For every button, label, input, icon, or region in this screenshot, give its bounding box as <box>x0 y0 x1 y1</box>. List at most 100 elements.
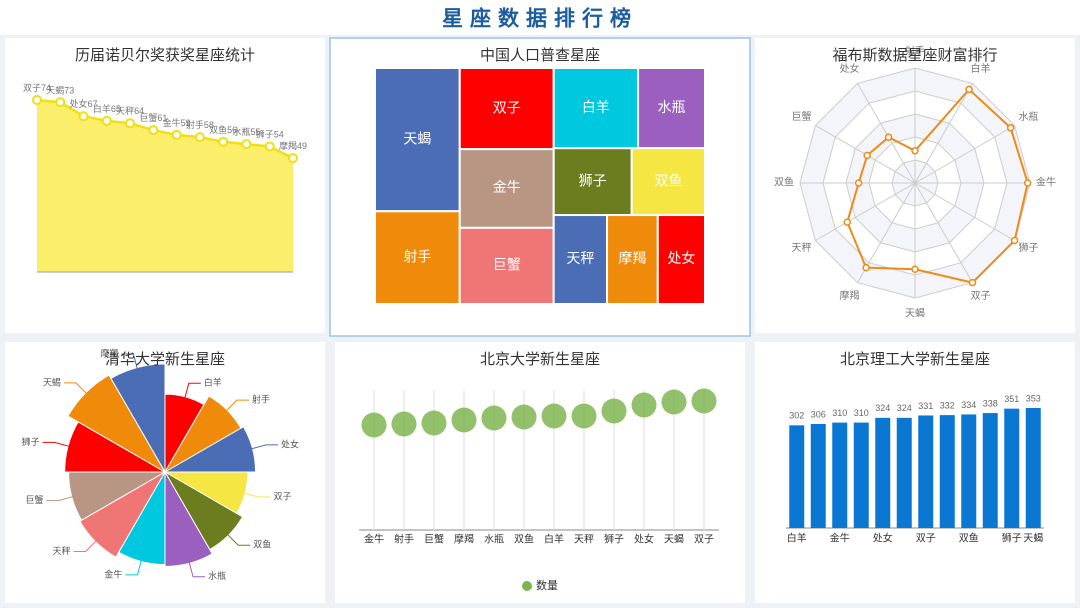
axis-label: 水瓶 <box>1018 110 1038 123</box>
x-tick-label: 双鱼 <box>959 532 979 545</box>
x-tick-label: 狮子 <box>604 533 624 546</box>
cell-label: 摩羯 <box>618 250 646 266</box>
label-value: 54 <box>274 130 284 140</box>
point <box>78 111 89 122</box>
value-label: 353 <box>1026 393 1041 403</box>
bubble <box>691 388 717 414</box>
slice-label: 金牛 <box>104 568 122 579</box>
cell-label: 双子 <box>493 99 521 115</box>
cell-label: 处女 <box>667 250 695 266</box>
x-tick-label: 双子 <box>694 534 714 546</box>
bar <box>853 422 869 528</box>
data-label: 处女67 <box>70 99 98 110</box>
label-category: 天秤 <box>116 107 134 117</box>
label-value: 67 <box>88 100 98 110</box>
axis-label: 白羊 <box>971 62 991 75</box>
label-category: 射手 <box>186 120 204 131</box>
cell-label: 天秤 <box>566 250 594 266</box>
point <box>194 132 205 143</box>
radar-axis <box>914 125 1015 184</box>
bar <box>896 417 912 528</box>
radar-point <box>911 147 919 155</box>
bar <box>875 417 891 528</box>
data-label: 双子74 <box>23 83 51 93</box>
radar-axis <box>815 182 916 241</box>
treemap-cell <box>630 147 706 217</box>
bubble <box>661 389 687 415</box>
bubble <box>421 410 447 436</box>
label-value: 64 <box>134 107 144 117</box>
point <box>101 115 112 126</box>
value-label: 334 <box>961 400 976 410</box>
treemap-cell <box>606 214 659 305</box>
label-category: 双子 <box>23 83 41 93</box>
radar-point <box>911 265 919 273</box>
point <box>288 153 298 164</box>
label-value: 61 <box>157 114 167 124</box>
data-label: 白羊65 <box>93 103 121 114</box>
value-label: 332 <box>940 400 955 410</box>
leader-line <box>240 491 271 498</box>
bar <box>918 415 934 528</box>
x-tick-label: 射手 <box>394 533 414 546</box>
x-tick-label: 处女 <box>873 532 893 545</box>
point <box>125 118 136 129</box>
leader-line <box>225 532 251 546</box>
axis-label: 处女 <box>840 62 860 75</box>
label-category: 天蝎 <box>46 86 64 96</box>
bubble <box>511 404 537 430</box>
radar-point <box>965 85 973 94</box>
axis-label: 天秤 <box>792 242 812 254</box>
data-label: 巨蟹61 <box>139 113 167 124</box>
chart-title: 福布斯数据星座财富排行 <box>832 46 997 64</box>
data-label: 天蝎73 <box>46 86 74 96</box>
bubble <box>571 403 597 429</box>
bar <box>1004 408 1020 528</box>
x-tick-label: 天秤 <box>574 534 594 546</box>
radar-axis <box>914 182 1015 241</box>
x-tick-label: 金牛 <box>364 533 384 546</box>
label-value: 56 <box>227 125 237 135</box>
label-category: 水瓶 <box>232 127 250 138</box>
radar-point <box>863 151 871 160</box>
label-category: 金牛 <box>163 117 181 128</box>
cell-label: 水瓶 <box>658 99 686 115</box>
chart-title: 清华大学新生星座 <box>105 351 225 368</box>
x-tick-label: 狮子 <box>1002 532 1022 545</box>
value-label: 306 <box>811 409 826 419</box>
leader-line <box>42 441 73 448</box>
label-value: 59 <box>181 118 191 128</box>
x-tick-label: 白羊 <box>787 532 807 545</box>
data-label: 射手58 <box>186 120 214 131</box>
point <box>171 129 182 140</box>
label-value: 49 <box>297 141 307 151</box>
label-category: 处女 <box>70 99 88 110</box>
label-value: 55 <box>250 128 260 138</box>
bubble <box>541 403 567 429</box>
radar-point <box>1010 236 1019 245</box>
leader-line <box>183 382 201 401</box>
leader-line <box>223 399 249 414</box>
x-tick-label: 天蝎 <box>1023 533 1043 545</box>
radar-point <box>1006 124 1015 132</box>
slice-label: 白羊 <box>204 377 222 388</box>
radar-axis <box>857 83 916 184</box>
radar-axis <box>914 83 973 184</box>
header <box>0 0 1080 35</box>
axis-label: 巨蟹 <box>792 110 812 123</box>
cell-label: 天蝎 <box>403 130 431 146</box>
leader-line <box>121 353 139 372</box>
bubble <box>361 412 387 438</box>
axis-label: 金牛 <box>1036 176 1056 189</box>
leader-line <box>187 559 206 578</box>
x-tick-label: 处女 <box>634 533 654 546</box>
slice-label: 处女 <box>281 438 299 449</box>
value-label: 331 <box>918 401 933 411</box>
treemap-cell <box>656 214 706 305</box>
point <box>241 139 252 150</box>
axis-label: 天蝎 <box>905 308 925 320</box>
treemap-cell <box>458 226 555 306</box>
bubble <box>451 407 477 433</box>
slice-label: 双子 <box>273 491 291 501</box>
x-tick-label: 摩羯 <box>454 533 474 546</box>
